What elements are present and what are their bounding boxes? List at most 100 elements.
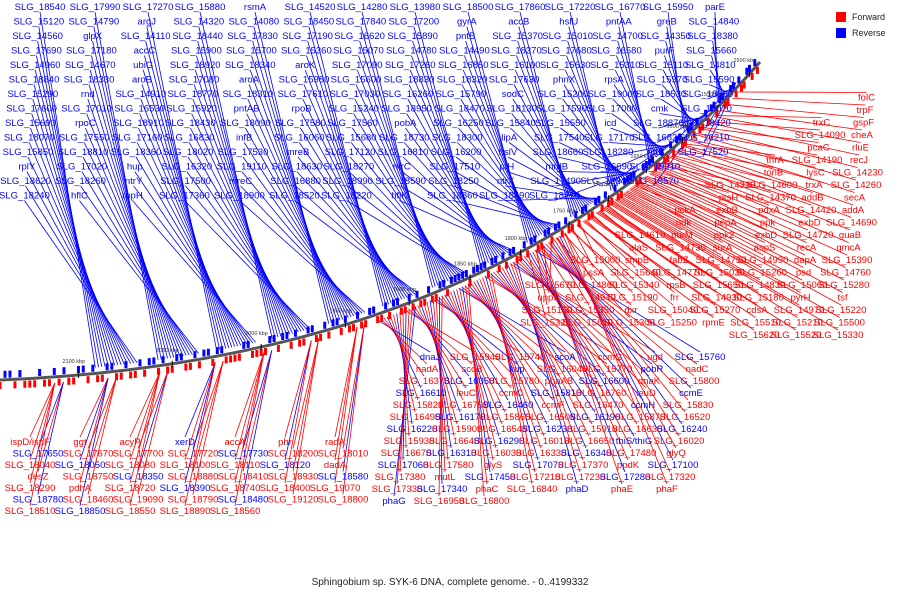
gene-label: SLG_17580 [275,118,326,129]
gene-arrow [610,197,614,205]
gene-label: SLG_17860 [495,2,546,13]
gene-label: SLG_17360 [159,191,210,202]
gene-connector [610,127,667,149]
gene-connector [487,274,536,473]
gene-label: mrdB [545,162,568,173]
gene-connector [515,260,650,377]
gene-connector [569,11,612,191]
gene-label: ccmC [499,388,523,399]
gene-arrow [683,139,687,147]
gene-label: SLG_15500 [814,318,865,329]
gene-arrow [147,358,151,366]
gene-label: SLG_19110 [217,162,267,173]
gene-connector [139,113,239,347]
gene-label: SLG_18770 [167,89,218,100]
gene-arrow [384,302,388,310]
legend-forward-label: Forward [852,12,886,22]
gene-connector [507,264,587,449]
gene-label: ccmG [598,352,623,363]
gene-connector [633,185,686,206]
gene-label: SLG_15520 [771,330,822,341]
gene-label: SLG_15970 [637,75,688,86]
gene-arrow [184,363,188,371]
gene-label: SLG_18860 [427,191,478,202]
gene-connector [284,340,312,438]
gene-arrow [202,349,206,357]
gene-label: dadA [324,460,347,471]
gene-connector [284,340,312,461]
gene-label: SLG_18350 [113,472,164,483]
gene-label: SLG_15700 [226,46,277,57]
gene-label: scoB [461,364,482,375]
gene-label: SLG_14080 [228,17,279,28]
gene-arrow [603,191,607,199]
gene-label: SLG_17650 [13,449,64,460]
gene-label: SLG_15830 [663,400,714,411]
gene-label: SLG_14930 [691,293,742,304]
gene-connector [36,55,106,367]
gene-connector [37,382,64,495]
scale-tick-label: 1500 kbp [734,58,757,64]
gene-label: SLG_16600 [579,376,630,387]
gene-connector [459,287,494,461]
gene-connector [468,283,485,497]
gene-label: SLG_18290 [5,483,56,494]
gene-arrow [423,298,427,306]
gene-label: SLG_16210 [679,133,730,144]
gene-connector [559,142,631,177]
gene-label: SLG_17230 [555,472,606,483]
gene-connector [638,181,765,243]
gene-label: SLG_18010 [318,449,369,460]
gene-label: leuC [456,388,476,399]
gene-connector [246,113,349,318]
gene-connector [619,195,683,231]
gene-connector [137,370,169,495]
gene-connector [342,324,365,495]
gene-label: SLG_15940 [450,352,501,363]
gene-arrow [105,363,109,371]
gene-label: SLG_18380 [687,31,738,42]
gene-connector [453,290,500,437]
gene-label: SLG_15600 [331,75,382,86]
gene-arrow [434,294,438,302]
gene-label: gspF [853,118,874,129]
gene-label: SLG_14780 [386,46,437,57]
gene-label: SLG_18360 [111,147,162,158]
gene-arrow [281,332,285,340]
gene-arrow [731,82,735,90]
gene-connector [37,382,64,472]
gene-label: sodC [502,89,524,100]
gene-connector [25,185,135,364]
gene-arrow [314,335,318,343]
gene-label: cdsA [746,305,768,316]
gene-label: SLG_14320 [173,17,224,28]
gene-label: SLG_18900 [214,191,265,202]
gene-arrow [468,279,472,287]
gene-connector [559,235,674,461]
gene-connector [682,145,854,206]
gene-connector [631,187,764,256]
gene-label: pcaC [807,143,829,154]
gene-label: SLG_17580 [423,460,474,471]
gene-connector [504,197,601,201]
gene-arrow [718,96,722,104]
gene-arrow [515,256,519,264]
gene-connector [192,360,224,472]
gene-arrow [86,376,90,384]
gene-arrow [479,263,483,271]
gene-label: SLG_15310 [590,60,641,71]
gene-label: SLG_15350 [564,305,615,316]
gene-connector [294,200,419,294]
gene-connector [140,98,236,347]
gene-label: SLG_14970 [774,305,825,316]
gene-connector [635,183,843,293]
gene-label: SLG_16770 [595,2,646,13]
gene-connector [473,281,551,413]
gene-label: SLG_16810 [378,147,429,158]
gene-label: hflC [71,191,88,202]
gene-connector [80,185,196,355]
gene-arrow [430,295,434,303]
gene-connector [133,185,254,344]
gene-connector [79,377,109,461]
gene-arrow [720,93,724,101]
